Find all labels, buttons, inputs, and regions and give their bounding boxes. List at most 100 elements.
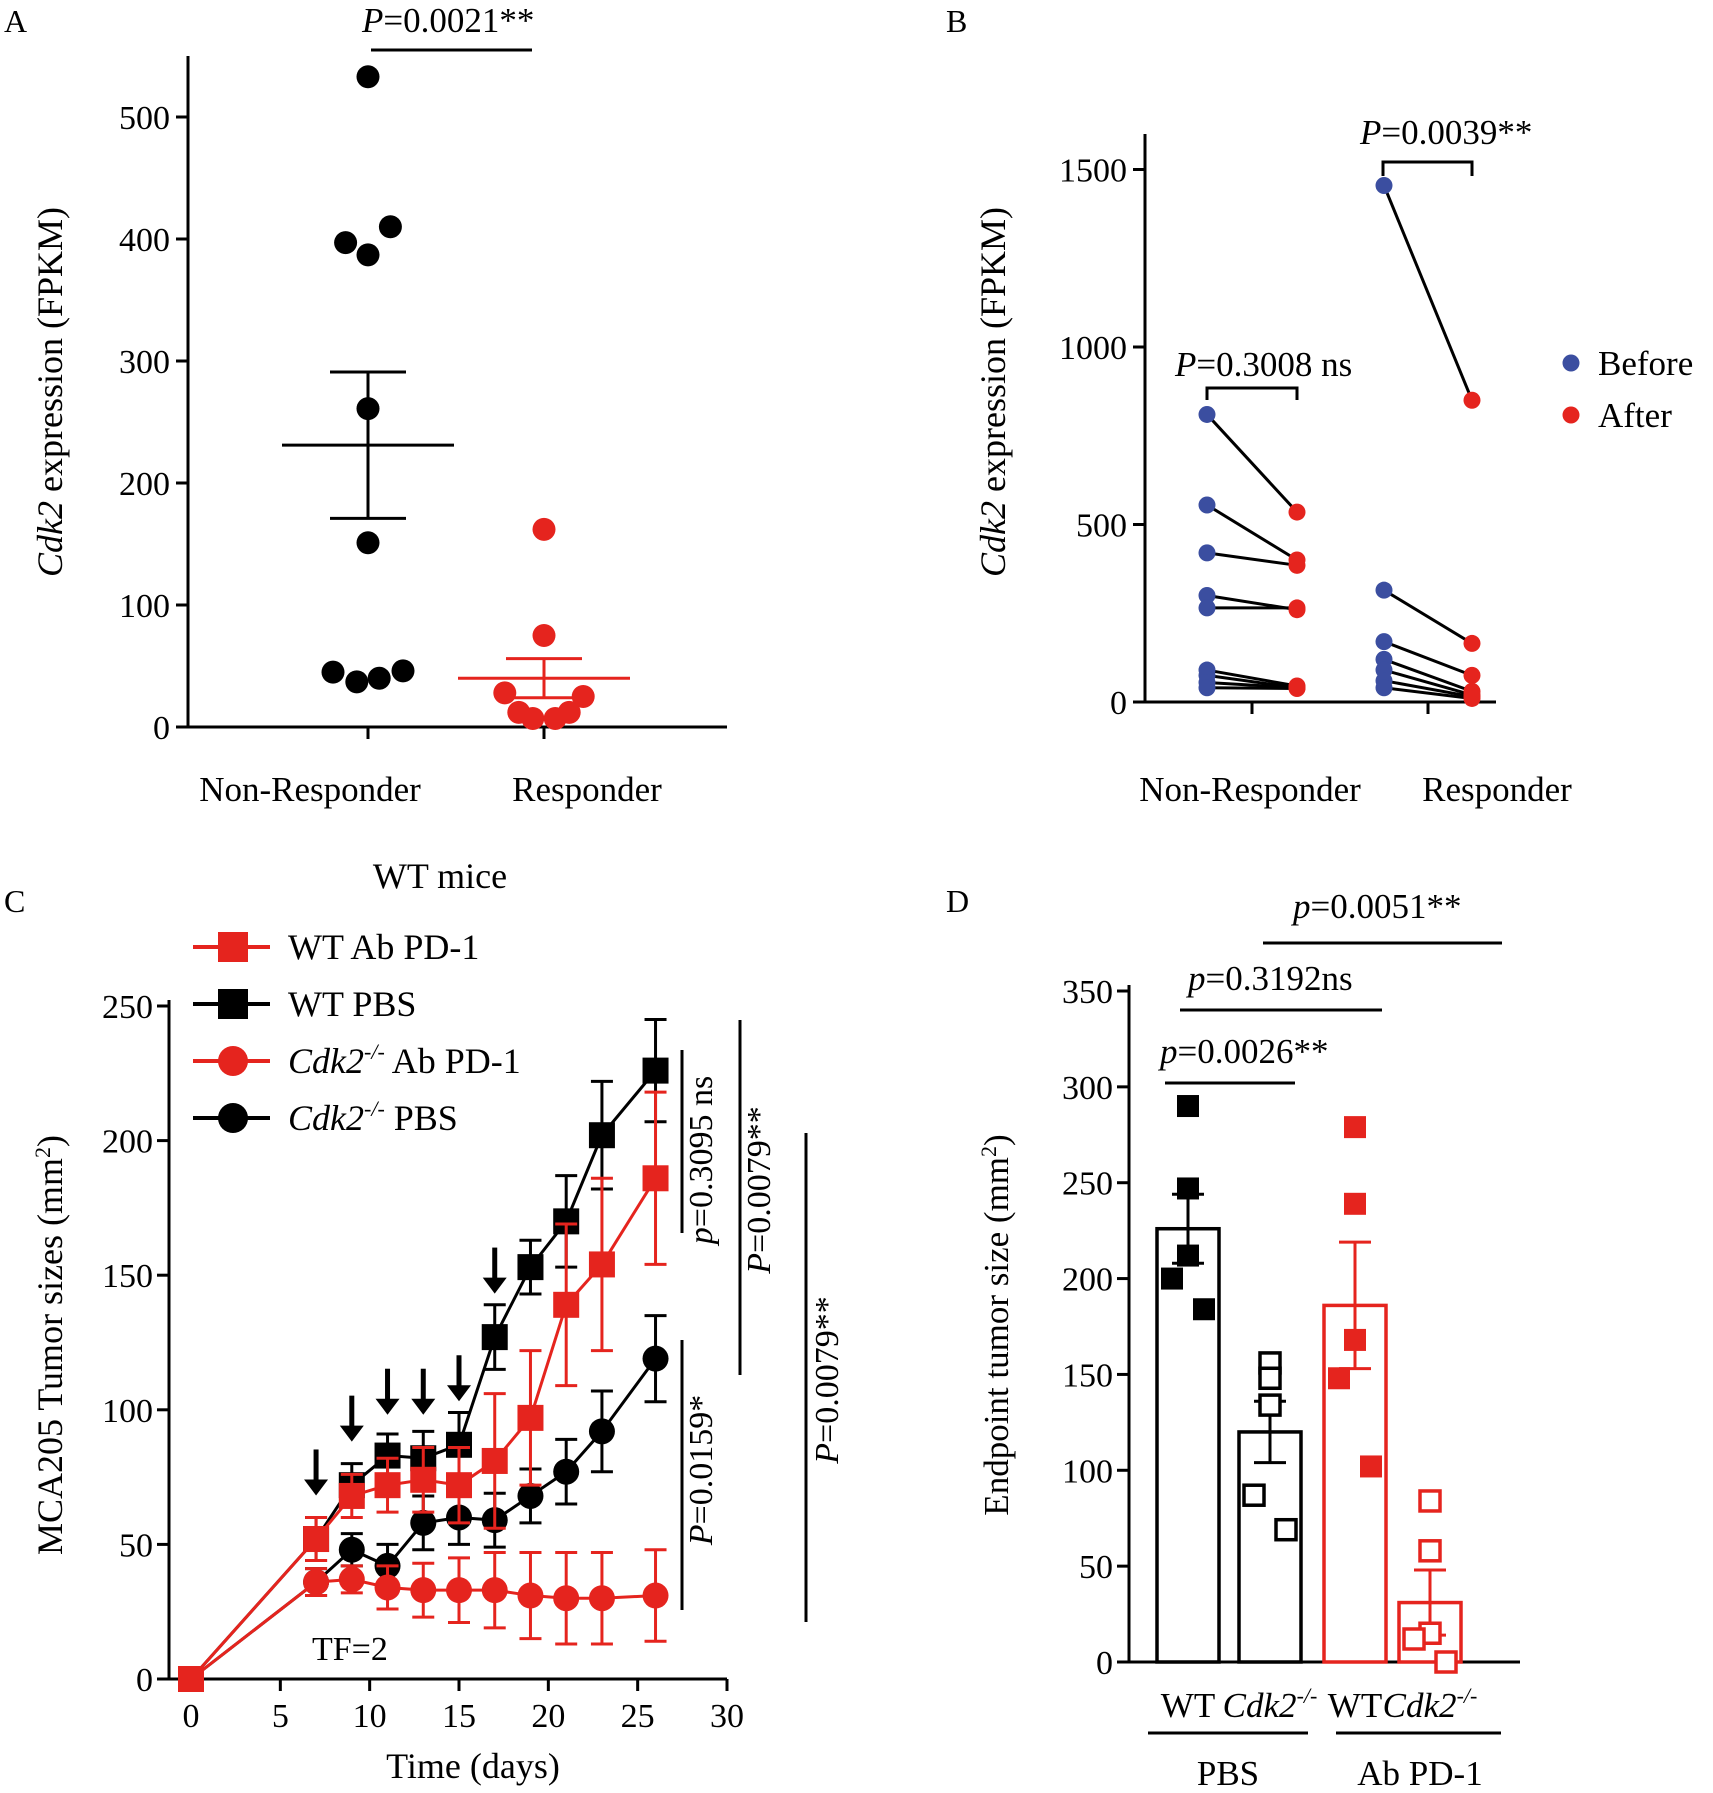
panel-label-b: B bbox=[946, 3, 967, 39]
y-tick-label: 400 bbox=[119, 222, 170, 259]
p-value-label: P=0.0079** bbox=[741, 1106, 778, 1274]
chart-title: WT mice bbox=[373, 856, 507, 896]
genotype-gene: Cdk2 bbox=[1383, 1686, 1457, 1725]
y-axis-label: Endpoint tumor size (mm2) bbox=[976, 1134, 1016, 1515]
y-tick-label: 300 bbox=[1062, 1070, 1113, 1107]
pair-line bbox=[1383, 686, 1473, 700]
data-marker-circle bbox=[517, 1482, 544, 1509]
data-marker-circle bbox=[588, 1418, 615, 1445]
y-tick-label: 150 bbox=[102, 1258, 153, 1295]
before-point bbox=[1375, 679, 1393, 697]
y-axis-label: MCA205 Tumor sizes (mm2) bbox=[30, 1135, 70, 1555]
p-value-label: p=0.0051** bbox=[1290, 887, 1462, 926]
data-marker-circle bbox=[553, 1458, 580, 1485]
y-tick-label: 100 bbox=[102, 1393, 153, 1430]
data-marker-circle bbox=[303, 1569, 330, 1596]
data-point bbox=[493, 681, 517, 705]
y-tick-label: 200 bbox=[102, 1124, 153, 1161]
data-marker-square bbox=[553, 1291, 580, 1318]
pair-line bbox=[1206, 686, 1298, 691]
ylabel-sup: 2 bbox=[30, 1147, 55, 1158]
x-tick-label: 10 bbox=[353, 1698, 387, 1735]
x-tick-label: 30 bbox=[710, 1698, 744, 1735]
legend-marker bbox=[218, 1103, 248, 1133]
data-point bbox=[543, 706, 567, 730]
before-point bbox=[1375, 633, 1393, 651]
data-point bbox=[334, 231, 358, 255]
data-marker-square bbox=[642, 1057, 669, 1084]
ylabel-text: MCA205 Tumor sizes (mm bbox=[30, 1158, 70, 1555]
genotype-gene: Cdk2 bbox=[1223, 1686, 1297, 1725]
significance-bracket bbox=[1205, 386, 1299, 400]
data-marker-square bbox=[481, 1447, 508, 1474]
group-label: Ab PD-1 bbox=[1357, 1754, 1482, 1793]
data-marker-circle bbox=[410, 1577, 437, 1604]
data-marker-square bbox=[303, 1526, 330, 1553]
data-point bbox=[321, 660, 345, 684]
legend-gene: Cdk2 bbox=[288, 1098, 364, 1138]
panel-d-endpoint-bars: 0 50 100 150 200 250 300 350 Endpoint tumor size… bbox=[976, 887, 1520, 1793]
ylabel-text: Endpoint tumor size (mm bbox=[977, 1157, 1016, 1516]
x-tick-label: 15 bbox=[442, 1698, 476, 1735]
genotype-text: WT bbox=[1161, 1686, 1215, 1725]
data-marker-square bbox=[446, 1472, 472, 1499]
legend-gene: Cdk2 bbox=[288, 1041, 364, 1081]
pair-line bbox=[1383, 657, 1473, 693]
x-tick-label: Responder bbox=[512, 770, 662, 809]
legend-marker bbox=[1562, 406, 1580, 424]
data-point bbox=[521, 706, 545, 730]
data-marker-circle bbox=[642, 1345, 669, 1372]
data-marker-circle bbox=[338, 1566, 365, 1593]
data-point bbox=[356, 531, 380, 555]
y-tick-label: 100 bbox=[1062, 1453, 1113, 1490]
legend-marker bbox=[218, 1046, 248, 1076]
dose-arrow-head bbox=[411, 1398, 436, 1415]
p-symbol: p bbox=[683, 1227, 720, 1246]
genotype-text: WT bbox=[1328, 1686, 1382, 1725]
data-point bbox=[356, 243, 380, 267]
dose-arrow-head bbox=[339, 1425, 364, 1442]
p-symbol: P bbox=[741, 1253, 778, 1275]
y-tick-label: 1000 bbox=[1059, 330, 1127, 367]
tf-annotation: TF=2 bbox=[312, 1631, 388, 1668]
x-tick-label: WT bbox=[1328, 1686, 1382, 1725]
legend-marker bbox=[1562, 354, 1580, 372]
y-tick-label: 500 bbox=[1076, 508, 1127, 545]
after-point bbox=[1463, 634, 1481, 652]
after-point bbox=[1288, 503, 1306, 521]
p-symbol: p bbox=[1157, 1032, 1178, 1071]
before-point bbox=[1375, 581, 1393, 599]
pair-line bbox=[1383, 668, 1473, 697]
ylabel-text: expression (FPKM) bbox=[30, 207, 70, 501]
dose-arrow-head bbox=[447, 1385, 471, 1402]
p-symbol: p bbox=[1290, 887, 1311, 926]
x-tick-label: Responder bbox=[1422, 770, 1572, 809]
pair-line bbox=[1383, 588, 1473, 645]
data-point bbox=[1418, 1539, 1442, 1563]
data-point bbox=[571, 685, 595, 708]
data-marker-circle bbox=[481, 1577, 508, 1604]
y-tick-label: 0 bbox=[1096, 1645, 1113, 1682]
p-symbol: P bbox=[361, 1, 383, 40]
data-marker-circle bbox=[517, 1582, 544, 1609]
dose-arrow-head bbox=[375, 1398, 400, 1415]
y-tick-label: 300 bbox=[119, 344, 170, 381]
data-point bbox=[1328, 1367, 1350, 1390]
data-point bbox=[1177, 1095, 1199, 1118]
data-marker-square bbox=[588, 1251, 615, 1278]
data-point bbox=[532, 624, 556, 647]
legend-text: Ab PD-1 bbox=[385, 1041, 521, 1081]
p-value: =0.0079** bbox=[741, 1106, 778, 1253]
y-tick-label: 250 bbox=[1062, 1166, 1113, 1203]
y-tick-label: 200 bbox=[119, 466, 170, 503]
y-tick-label: 150 bbox=[1062, 1357, 1113, 1394]
before-point bbox=[1198, 679, 1216, 697]
before-point bbox=[1375, 176, 1393, 194]
data-point bbox=[378, 215, 402, 239]
pair-line bbox=[1382, 184, 1474, 401]
significance-bracket bbox=[1381, 160, 1474, 176]
data-point bbox=[1344, 1328, 1366, 1351]
p-value: =0.0026** bbox=[1178, 1032, 1329, 1071]
data-marker-circle bbox=[410, 1509, 437, 1536]
